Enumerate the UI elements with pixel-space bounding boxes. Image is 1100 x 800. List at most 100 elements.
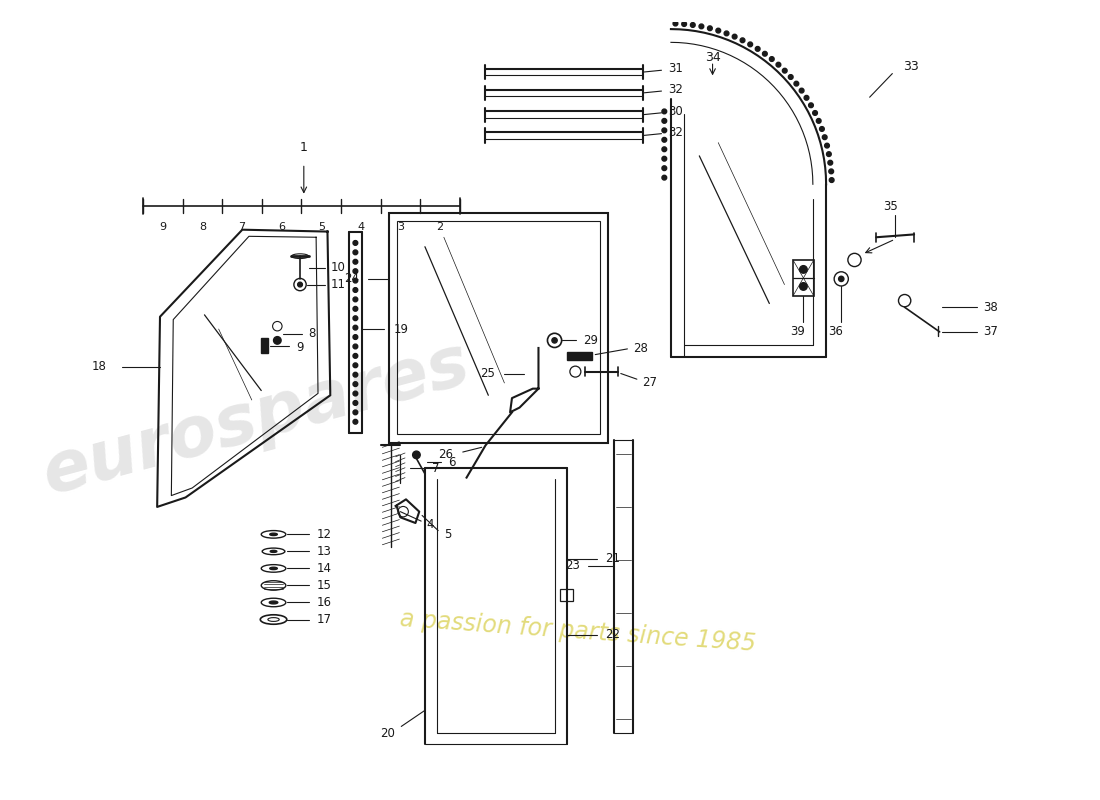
Text: 14: 14 [317, 562, 332, 575]
Circle shape [662, 156, 667, 161]
Text: 9: 9 [160, 222, 166, 232]
Circle shape [820, 126, 824, 131]
Text: 3: 3 [397, 222, 404, 232]
Circle shape [353, 344, 358, 349]
Text: 18: 18 [92, 360, 107, 374]
Text: 29: 29 [583, 334, 598, 347]
Text: 7: 7 [431, 462, 439, 474]
Circle shape [353, 382, 358, 386]
Text: 27: 27 [642, 375, 658, 389]
Text: 6: 6 [278, 222, 285, 232]
Circle shape [673, 21, 678, 26]
Circle shape [353, 288, 358, 292]
Text: 25: 25 [480, 367, 495, 380]
Circle shape [808, 103, 813, 108]
Text: 7: 7 [239, 222, 245, 232]
Circle shape [724, 31, 729, 36]
Ellipse shape [270, 533, 277, 535]
Circle shape [662, 175, 667, 180]
Circle shape [662, 147, 667, 152]
Circle shape [828, 169, 834, 174]
Circle shape [800, 282, 807, 290]
Text: 13: 13 [317, 545, 332, 558]
Text: 20: 20 [379, 726, 395, 739]
Circle shape [800, 88, 804, 93]
Circle shape [353, 354, 358, 358]
Circle shape [800, 266, 807, 274]
Text: 2: 2 [437, 222, 443, 232]
Text: 9: 9 [296, 342, 304, 354]
Text: 37: 37 [983, 326, 998, 338]
Circle shape [769, 57, 774, 62]
Circle shape [353, 297, 358, 302]
Ellipse shape [270, 567, 277, 570]
Text: eurospares: eurospares [35, 330, 477, 508]
Text: 38: 38 [983, 301, 998, 314]
Circle shape [353, 363, 358, 368]
Text: 15: 15 [317, 579, 332, 592]
Text: 4: 4 [427, 518, 434, 531]
Text: 30: 30 [668, 105, 683, 118]
Text: a passion for parts since 1985: a passion for parts since 1985 [399, 607, 757, 656]
Circle shape [353, 419, 358, 424]
Text: 12: 12 [317, 528, 332, 541]
Text: 23: 23 [565, 559, 580, 572]
Text: 5: 5 [444, 528, 451, 541]
Ellipse shape [270, 601, 278, 604]
Text: 5: 5 [318, 222, 324, 232]
Text: 24: 24 [343, 272, 359, 286]
Circle shape [748, 42, 752, 46]
Text: 32: 32 [668, 126, 683, 138]
Circle shape [825, 143, 829, 148]
Text: 31: 31 [668, 62, 683, 75]
Text: 10: 10 [330, 261, 345, 274]
Circle shape [777, 62, 781, 67]
Text: 28: 28 [634, 342, 648, 355]
Circle shape [552, 338, 558, 343]
Circle shape [782, 68, 788, 73]
Text: 33: 33 [903, 61, 920, 74]
Circle shape [828, 160, 833, 165]
Circle shape [662, 138, 667, 142]
Text: 32: 32 [668, 83, 683, 96]
Circle shape [412, 451, 420, 458]
Circle shape [353, 326, 358, 330]
Circle shape [662, 118, 667, 123]
Bar [566, 352, 593, 360]
Circle shape [353, 278, 358, 283]
Circle shape [823, 135, 827, 139]
Text: 26: 26 [438, 448, 453, 462]
Circle shape [789, 74, 793, 79]
Circle shape [838, 276, 844, 282]
Circle shape [740, 38, 745, 42]
Bar [397, 221, 600, 434]
Circle shape [353, 241, 358, 246]
Text: 17: 17 [317, 613, 332, 626]
Circle shape [662, 109, 667, 114]
Circle shape [274, 337, 282, 344]
Bar [389, 213, 608, 442]
Circle shape [298, 282, 302, 287]
Circle shape [353, 391, 358, 396]
Circle shape [662, 128, 667, 133]
Text: 16: 16 [317, 596, 332, 609]
Text: 21: 21 [605, 553, 619, 566]
Circle shape [662, 166, 667, 170]
Text: 8: 8 [199, 222, 206, 232]
Ellipse shape [271, 550, 277, 553]
Circle shape [682, 22, 686, 26]
Text: 11: 11 [330, 278, 345, 291]
Circle shape [698, 24, 704, 29]
Circle shape [816, 118, 821, 123]
Circle shape [353, 334, 358, 339]
Circle shape [353, 316, 358, 321]
Circle shape [829, 178, 834, 182]
Circle shape [813, 110, 817, 115]
Circle shape [353, 410, 358, 414]
Text: 22: 22 [605, 628, 619, 641]
Circle shape [691, 22, 695, 27]
Bar [261, 338, 268, 353]
Circle shape [353, 250, 358, 254]
Text: 35: 35 [883, 199, 898, 213]
Circle shape [762, 51, 767, 56]
